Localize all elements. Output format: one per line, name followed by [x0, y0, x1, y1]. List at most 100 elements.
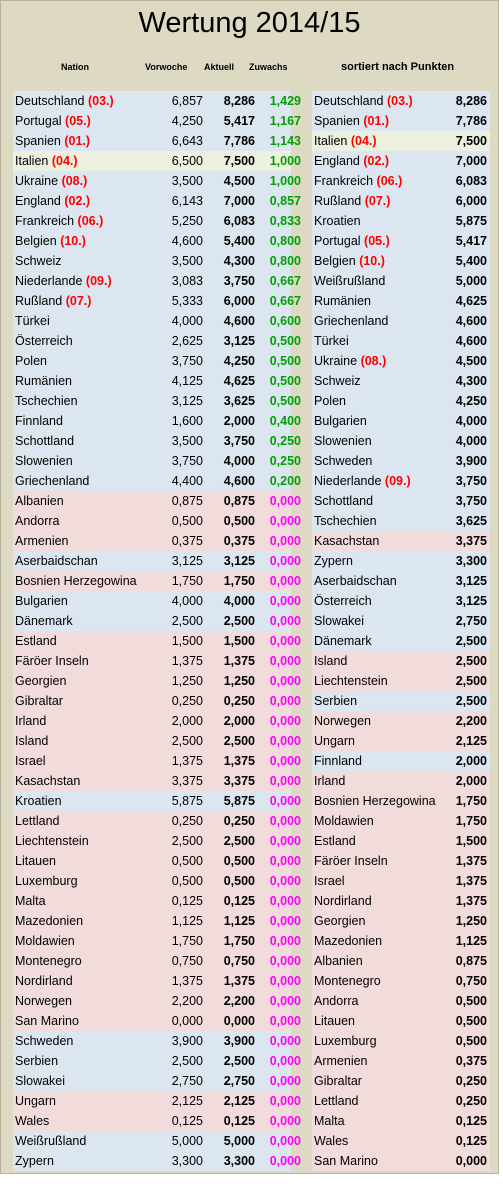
nation-name: Österreich — [314, 594, 372, 608]
nation-cell: Weißrußland — [314, 271, 385, 291]
rank-badge: (03.) — [87, 94, 114, 108]
table-row: Mazedonien 1,125 — [312, 931, 490, 951]
table-row: Luxemburg 0,500 0,500 0,000 — [13, 871, 301, 891]
score-value: 6,083 — [455, 174, 487, 188]
table-row: Wales 0,125 0,125 0,000 — [13, 1111, 301, 1131]
header-nation: Nation — [61, 62, 89, 72]
nation-name: Bulgarien — [314, 414, 367, 428]
gain-value: 0,500 — [269, 394, 301, 408]
current-value: 5,417 — [223, 114, 255, 128]
score-value: 4,000 — [455, 434, 487, 448]
table-row: Serbien 2,500 — [312, 691, 490, 711]
nation-name: Slowakei — [314, 614, 365, 628]
nation-name: Türkei — [314, 334, 349, 348]
table-row: Island 2,500 2,500 0,000 — [13, 731, 301, 751]
gain-value: 0,500 — [269, 354, 301, 368]
prev-week-value: 4,125 — [171, 374, 203, 388]
nation-cell: Irland — [314, 771, 345, 791]
table-row: Kasachstan 3,375 — [312, 531, 490, 551]
nation-cell: San Marino — [15, 1011, 79, 1031]
rank-badge: (08.) — [61, 174, 88, 188]
score-value: 1,375 — [455, 854, 487, 868]
nation-name: Schottland — [314, 494, 374, 508]
current-value: 4,500 — [223, 174, 255, 188]
score-value: 0,750 — [455, 974, 487, 988]
nation-cell: Montenegro — [314, 971, 381, 991]
nation-name: Serbien — [314, 694, 358, 708]
nation-name: Kasachstan — [314, 534, 380, 548]
nation-cell: Tschechien — [314, 511, 377, 531]
current-value: 3,375 — [223, 774, 255, 788]
current-value: 3,125 — [223, 334, 255, 348]
prev-week-value: 3,500 — [171, 434, 203, 448]
table-row: Türkei 4,600 — [312, 331, 490, 351]
current-value: 1,375 — [223, 654, 255, 668]
table-row: Ungarn 2,125 2,125 0,000 — [13, 1091, 301, 1111]
score-value: 7,000 — [455, 154, 487, 168]
gain-value: 1,429 — [269, 94, 301, 108]
current-value: 2,000 — [223, 414, 255, 428]
current-value: 2,500 — [223, 614, 255, 628]
nation-cell: Rußland (07.) — [15, 291, 91, 311]
header-sorted: sortiert nach Punkten — [341, 61, 455, 73]
gain-value: 0,000 — [269, 1094, 301, 1108]
table-row: Slowenien 3,750 4,000 0,250 — [13, 451, 301, 471]
nation-cell: England (02.) — [314, 151, 389, 171]
gain-value: 0,250 — [269, 454, 301, 468]
nation-name: Färöer Inseln — [15, 654, 89, 668]
nation-cell: Liechtenstein — [314, 671, 388, 691]
nation-name: Island — [314, 654, 348, 668]
nation-name: Andorra — [15, 514, 60, 528]
score-value: 3,300 — [455, 554, 487, 568]
nation-cell: Rußland (07.) — [314, 191, 390, 211]
prev-week-value: 4,600 — [171, 234, 203, 248]
prev-week-value: 2,625 — [171, 334, 203, 348]
table-row: Schottland 3,750 — [312, 491, 490, 511]
gain-value: 0,667 — [269, 274, 301, 288]
nation-cell: Israel — [314, 871, 345, 891]
table-row: Türkei 4,000 4,600 0,600 — [13, 311, 301, 331]
table-row: Albanien 0,875 — [312, 951, 490, 971]
table-row: Liechtenstein 2,500 2,500 0,000 — [13, 831, 301, 851]
nation-cell: Griechenland — [15, 471, 89, 491]
prev-week-value: 1,500 — [171, 634, 203, 648]
gain-value: 0,000 — [269, 974, 301, 988]
table-row: Norwegen 2,200 — [312, 711, 490, 731]
nation-cell: Türkei — [15, 311, 50, 331]
current-value: 4,600 — [223, 314, 255, 328]
gain-value: 1,000 — [269, 154, 301, 168]
nation-cell: Italien (04.) — [314, 131, 377, 151]
current-value: 7,500 — [223, 154, 255, 168]
current-value: 7,000 — [223, 194, 255, 208]
nation-name: San Marino — [314, 1154, 378, 1168]
score-value: 2,125 — [455, 734, 487, 748]
prev-week-value: 1,600 — [171, 414, 203, 428]
gain-value: 0,000 — [269, 834, 301, 848]
score-value: 2,000 — [455, 754, 487, 768]
gain-value: 0,000 — [269, 914, 301, 928]
nation-name: Färöer Inseln — [314, 854, 388, 868]
current-value: 2,200 — [223, 994, 255, 1008]
nation-cell: Lettland — [314, 1091, 358, 1111]
nation-name: Liechtenstein — [314, 674, 388, 688]
nation-cell: Deutschland (03.) — [314, 91, 413, 111]
nation-cell: Portugal (05.) — [15, 111, 91, 131]
nation-cell: Slowakei — [314, 611, 364, 631]
table-row: Griechenland 4,600 — [312, 311, 490, 331]
nation-name: Zypern — [15, 1154, 54, 1168]
table-row: Österreich 3,125 — [312, 591, 490, 611]
prev-week-value: 6,857 — [171, 94, 203, 108]
score-value: 4,000 — [455, 414, 487, 428]
nation-cell: Armenien — [15, 531, 69, 551]
nation-cell: Mazedonien — [314, 931, 382, 951]
nation-name: Mazedonien — [15, 914, 84, 928]
current-value: 0,125 — [223, 894, 255, 908]
prev-week-value: 1,375 — [171, 654, 203, 668]
table-row: Wales 0,125 — [312, 1131, 490, 1151]
nation-name: Frankreich — [314, 174, 374, 188]
table-row: Litauen 0,500 — [312, 1011, 490, 1031]
nation-cell: Ukraine (08.) — [314, 351, 386, 371]
nation-name: Rußland — [15, 294, 63, 308]
rank-badge: (05.) — [65, 114, 91, 128]
nation-cell: Mazedonien — [15, 911, 83, 931]
